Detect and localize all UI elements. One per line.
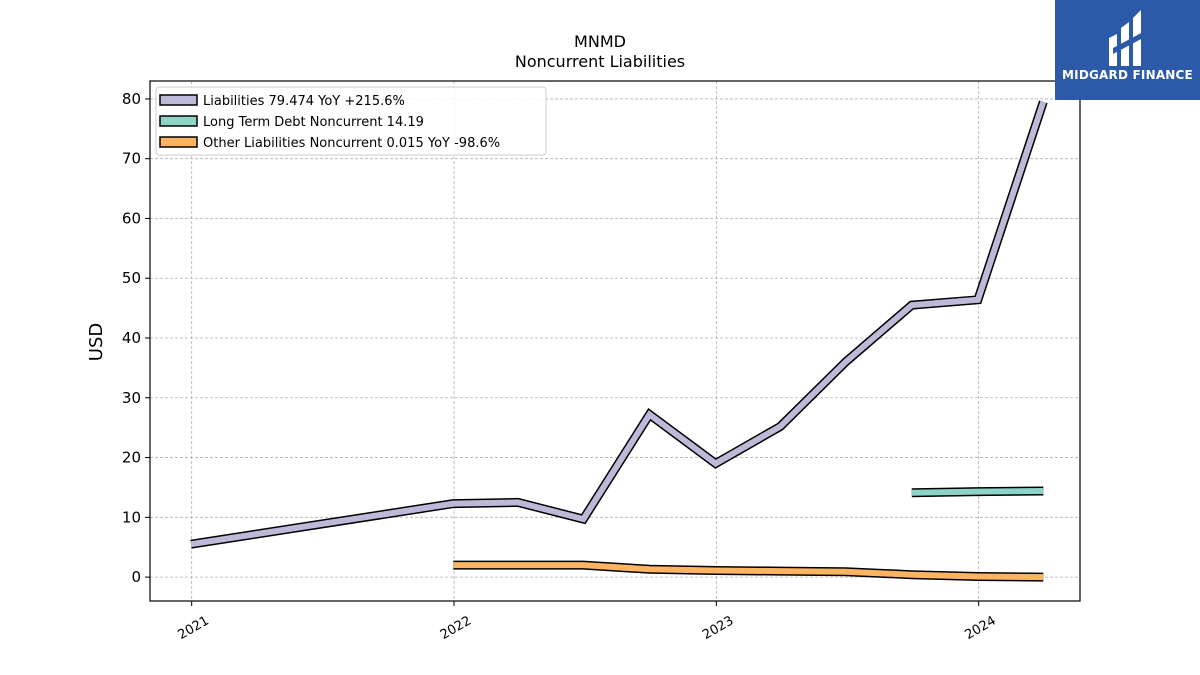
series-2-line xyxy=(911,488,1044,496)
legend-swatch xyxy=(159,94,198,106)
legend-box xyxy=(155,86,547,156)
midgard-finance-logo: MIDGARD FINANCE xyxy=(1055,0,1200,100)
x-tick-label: 2023 xyxy=(700,613,736,643)
x-tick-label: 2024 xyxy=(963,613,999,643)
plot-frame xyxy=(149,80,1081,602)
y-tick-label: 30 xyxy=(122,389,141,407)
y-tick-label: 10 xyxy=(122,508,141,526)
series-1-line xyxy=(190,100,1047,548)
logo-mark-icon xyxy=(1109,10,1143,66)
x-tick-label: 2021 xyxy=(176,613,212,643)
y-tick-label: 70 xyxy=(122,150,141,168)
y-tick-label: 40 xyxy=(122,329,141,347)
y-tick-label: 0 xyxy=(131,568,141,586)
x-tick-label: 2022 xyxy=(438,613,474,643)
chart-subtitle: Noncurrent Liabilities xyxy=(514,52,686,71)
legend-label: Long Term Debt Noncurrent 14.19 xyxy=(203,115,424,130)
logo-text: MIDGARD FINANCE xyxy=(1062,68,1193,82)
axes: 0 10 20 30 40 50 60 70 80 2021 2022 2023 2024 xyxy=(122,80,1081,643)
chart-title: MNMD xyxy=(574,32,626,51)
y-tick-label: 60 xyxy=(122,209,141,227)
y-tick-label: 20 xyxy=(122,449,141,467)
y-axis-label: USD xyxy=(86,323,107,361)
grid-lines xyxy=(150,81,1080,601)
series-1-outline xyxy=(190,100,1048,549)
series-3-line xyxy=(453,562,1044,581)
y-tick-label: 50 xyxy=(122,269,141,287)
legend-swatch xyxy=(159,136,198,148)
legend-swatch xyxy=(159,115,198,127)
y-tick-label: 80 xyxy=(122,90,141,108)
legend-label: Liabilities 79.474 YoY +215.6% xyxy=(203,94,405,109)
series-lines xyxy=(190,100,1048,582)
legend-label: Other Liabilities Noncurrent 0.015 YoY -… xyxy=(203,136,500,151)
legend: Liabilities 79.474 YoY +215.6% Long Term … xyxy=(155,86,547,156)
